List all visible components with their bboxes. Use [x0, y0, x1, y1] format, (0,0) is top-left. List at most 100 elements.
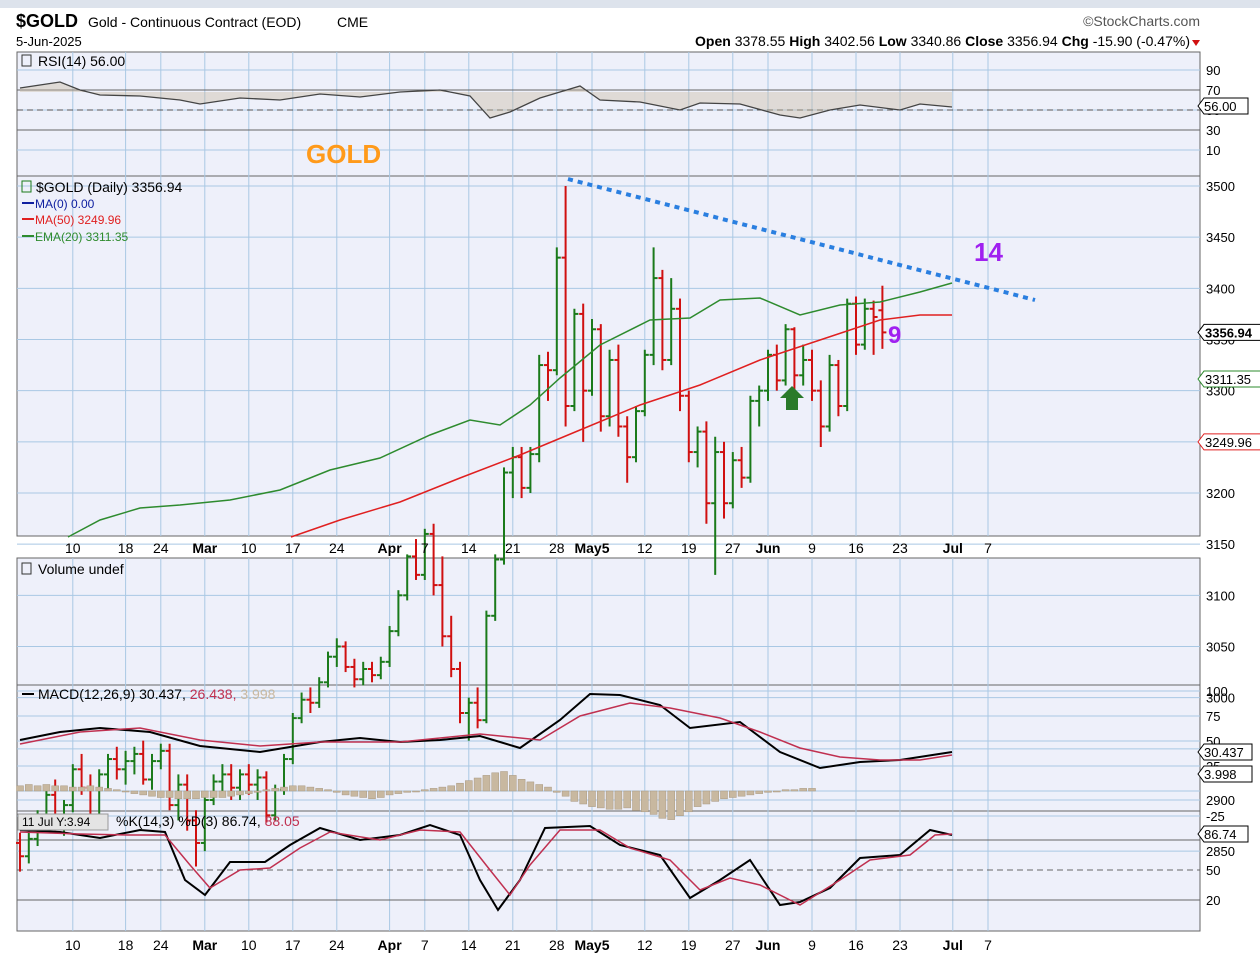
ohlc-bar	[755, 385, 764, 427]
price-tick-label: 3400	[1206, 281, 1235, 296]
ohlc-bar	[825, 354, 834, 432]
open-label: Open	[695, 33, 731, 49]
macd-hist-bar	[790, 789, 799, 792]
macd-tag-box	[1197, 765, 1253, 783]
ohlc-bar	[570, 308, 579, 412]
chg-label: Chg	[1062, 33, 1089, 49]
macd-hist-bar	[737, 790, 746, 797]
ohlc-bar	[192, 810, 200, 867]
date-label: 5-Jun-2025	[16, 34, 82, 49]
ohlc-bar	[684, 390, 693, 463]
x-axis-label: 14	[461, 937, 477, 953]
ohlc-bar	[799, 344, 808, 386]
price-tick-label: 3150	[1206, 537, 1235, 552]
ohlc-bar	[24, 830, 33, 864]
macd-hist-bar	[385, 790, 394, 796]
x-axis-label: 19	[681, 937, 697, 953]
x-axis-label: 10	[241, 540, 257, 556]
price-tick-label: 3450	[1206, 230, 1235, 245]
stoch-layer	[19, 823, 953, 912]
macd-hist-bar	[95, 786, 103, 792]
macd-hist-bar	[42, 784, 51, 792]
macd-hist-bar	[412, 790, 420, 793]
stoch-tag-box	[1197, 825, 1249, 843]
volume-icon	[21, 562, 32, 575]
ohlc-bar	[315, 677, 324, 708]
volume-legend: Volume undef	[38, 561, 124, 577]
ohlc-bar	[130, 746, 139, 775]
macd-hist-bar	[729, 790, 737, 798]
x-axis-label: 14	[461, 540, 477, 556]
ohlc-bar	[596, 324, 605, 432]
rsi-tick-label: 30	[1206, 123, 1220, 138]
close-value: 3356.94	[1007, 33, 1058, 49]
macd-layer	[16, 692, 953, 820]
macd-hist-bar	[429, 788, 438, 792]
up-arrow-icon	[780, 386, 804, 410]
ohlc-bar	[526, 446, 535, 493]
macd-hist-bar	[667, 790, 675, 820]
ohlc-bar	[253, 769, 262, 800]
brand-text: StockCharts.com	[1093, 13, 1200, 29]
x-axis-label: 24	[153, 937, 169, 953]
rsi-tag: 56.00	[1197, 97, 1249, 115]
x-axis-label: Jul	[943, 937, 963, 953]
macd-hist-bar	[253, 790, 262, 793]
price-tick-label: 3000	[1206, 691, 1235, 706]
price-legend: $GOLD (Daily) 3356.94 MA(0) 0.00 MA(50) …	[21, 179, 183, 244]
macd-hist-bar	[306, 786, 315, 792]
macd-hist-bar	[597, 790, 605, 809]
macd-legend-hist: 3.998	[240, 686, 275, 702]
macd-hist-bar	[553, 790, 561, 793]
macd-hist-bar	[799, 788, 807, 792]
ohlc-bar	[412, 539, 420, 580]
macd-hist-bar	[25, 784, 33, 792]
macd-hist-bar	[561, 790, 570, 797]
macd-hist-bar	[104, 788, 112, 792]
price-tag: 3249.96	[1197, 433, 1260, 451]
x-axis-label: Apr	[378, 937, 403, 953]
price-legend-main: $GOLD (Daily) 3356.94	[36, 179, 183, 195]
x-axis-label: 28	[549, 540, 565, 556]
stoch-legend: %K(14,3) %D(3) 86.74, 88.05	[116, 813, 300, 829]
x-axis-label: 10	[241, 937, 257, 953]
ohlc-bar	[605, 349, 614, 427]
macd-hist-bar	[341, 790, 350, 796]
price-tick-label: 3200	[1206, 486, 1235, 501]
price-tick-label: 3100	[1206, 588, 1235, 603]
macd-hist-bar	[121, 790, 130, 793]
rsi-tag-text: 56.00	[1204, 99, 1237, 114]
macd-hist-bar	[658, 790, 667, 819]
macd-hist-bar	[465, 780, 473, 792]
macd-hist-bar	[509, 775, 517, 792]
rsi-overbought-fill	[20, 82, 952, 118]
description: Gold - Continuous Contract (EOD)	[88, 14, 301, 30]
x-axis-label: Mar	[192, 540, 217, 556]
price-tick-label: 3050	[1206, 639, 1235, 654]
macd-hist-bar	[773, 790, 781, 793]
volume-panel	[16, 557, 1201, 686]
x-axis-label: 21	[505, 540, 521, 556]
ohlc-bar	[385, 626, 394, 667]
macd-hist-bar	[245, 790, 253, 794]
cursor-label: 11 Jul Y:3.94	[22, 815, 91, 829]
brand: ©StockCharts.com	[1083, 13, 1200, 29]
macd-hist-bar	[623, 790, 631, 809]
ohlc-bar	[121, 750, 130, 785]
ohlc-bar	[288, 712, 297, 765]
wave-9-label: 9	[888, 322, 901, 349]
macd-hist-bar	[421, 789, 429, 792]
rsi-tag-box	[1197, 97, 1249, 115]
macd-hist-bar	[588, 790, 596, 807]
ma50-legend: MA(50) 3249.96	[35, 213, 121, 227]
macd-hist-bar	[271, 788, 279, 792]
stoch-d-line	[19, 829, 953, 906]
ohlc-bar	[438, 556, 447, 647]
macd-tag-box	[1197, 743, 1253, 761]
ohlc-bar	[447, 615, 456, 678]
ohlc-bar	[376, 656, 385, 680]
macd-tag-text: 30.437	[1204, 745, 1244, 760]
macd-hist-bar	[482, 775, 491, 792]
rsi-legend: RSI(14) 56.00	[21, 53, 125, 69]
high-label: High	[789, 33, 820, 49]
